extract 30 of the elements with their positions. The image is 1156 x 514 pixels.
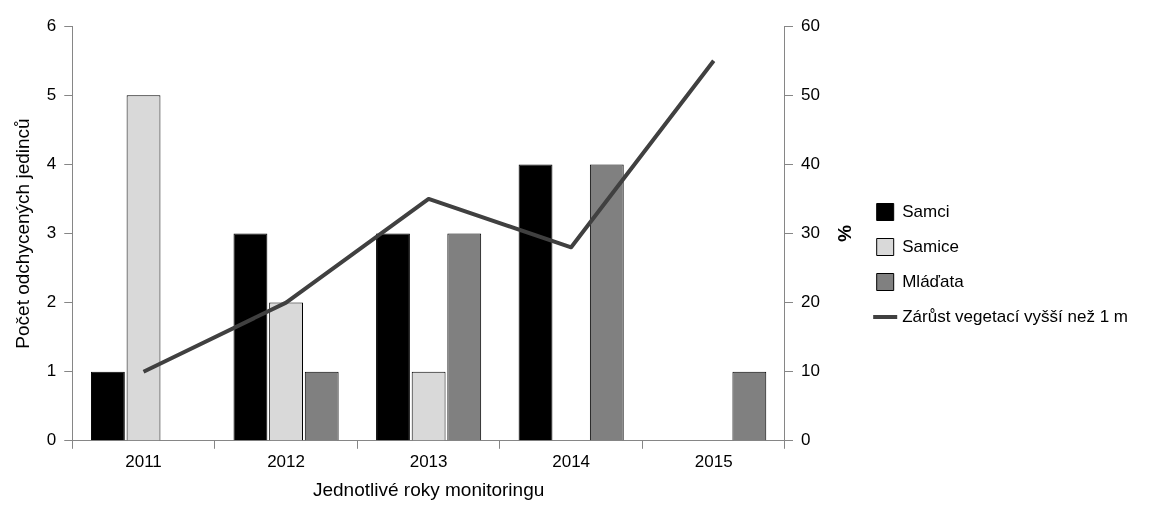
x-tick-label: 2014 xyxy=(552,451,591,471)
x-tick-label: 2013 xyxy=(409,451,448,471)
x-tick-label: 2015 xyxy=(694,451,733,471)
legend-label: Mláďata xyxy=(902,271,965,291)
y-tick-label: 4 xyxy=(46,154,57,174)
bar xyxy=(376,233,410,441)
y-tick-label: 3 xyxy=(46,223,57,243)
legend-label: Samci xyxy=(902,201,950,221)
y-tick-label: 1 xyxy=(46,361,57,381)
y2-tick-label: 0 xyxy=(800,430,811,450)
x-tick-label: 2011 xyxy=(125,451,162,471)
y-tick-label: 5 xyxy=(46,84,57,104)
y-tick-label: 6 xyxy=(46,15,57,35)
y2-tick-label: 10 xyxy=(800,361,820,381)
y-tick-label: 2 xyxy=(46,292,57,312)
y2-tick-label: 30 xyxy=(800,223,820,243)
y-tick-label: 0 xyxy=(46,430,57,450)
y2-tick-label: 40 xyxy=(800,154,820,174)
y2-tick-label: 50 xyxy=(800,84,820,104)
x-axis-title: Jednotlivé roky monitoringu xyxy=(312,478,545,500)
legend-label: Samice xyxy=(902,236,959,256)
y2-tick-label: 20 xyxy=(800,292,820,312)
x-tick-label: 2012 xyxy=(267,451,305,471)
y2-tick-label: 60 xyxy=(800,15,820,35)
legend-label: Zárůst vegetací vyšší než 1 m xyxy=(902,306,1129,326)
bar xyxy=(90,371,125,441)
y2-axis-title: % xyxy=(834,225,856,243)
y-axis-title: Počet odchycených jedinců xyxy=(11,118,33,349)
bar xyxy=(233,233,268,441)
bar xyxy=(518,164,553,441)
